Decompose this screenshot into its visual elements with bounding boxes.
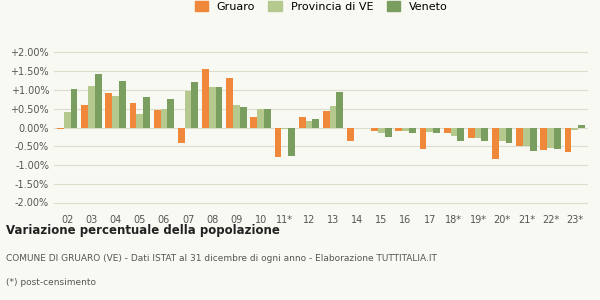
Bar bbox=[516, 128, 523, 146]
Bar bbox=[257, 109, 264, 128]
Bar bbox=[427, 128, 433, 132]
Bar bbox=[554, 128, 560, 149]
Bar bbox=[337, 92, 343, 128]
Bar bbox=[185, 91, 191, 128]
Bar bbox=[313, 119, 319, 128]
Bar bbox=[378, 128, 385, 133]
Bar bbox=[499, 128, 506, 141]
Bar bbox=[419, 128, 427, 149]
Bar bbox=[154, 110, 161, 128]
Bar bbox=[178, 128, 185, 143]
Text: Variazione percentuale della popolazione: Variazione percentuale della popolazione bbox=[6, 224, 280, 237]
Bar bbox=[167, 99, 174, 128]
Bar bbox=[565, 128, 571, 152]
Legend: Gruaro, Provincia di VE, Veneto: Gruaro, Provincia di VE, Veneto bbox=[194, 1, 448, 12]
Bar bbox=[305, 121, 313, 128]
Bar bbox=[112, 96, 119, 128]
Bar bbox=[209, 87, 215, 128]
Bar bbox=[329, 106, 337, 127]
Bar bbox=[57, 128, 64, 129]
Bar bbox=[571, 128, 578, 130]
Bar bbox=[202, 69, 209, 128]
Bar bbox=[409, 128, 416, 133]
Bar bbox=[492, 128, 499, 159]
Bar bbox=[451, 128, 457, 136]
Bar bbox=[385, 128, 392, 137]
Bar bbox=[233, 105, 240, 128]
Bar bbox=[95, 74, 101, 128]
Bar bbox=[191, 82, 198, 128]
Bar bbox=[130, 103, 136, 128]
Bar bbox=[347, 128, 354, 141]
Bar bbox=[578, 125, 585, 128]
Bar bbox=[106, 93, 112, 128]
Bar bbox=[547, 128, 554, 148]
Text: (*) post-censimento: (*) post-censimento bbox=[6, 278, 96, 287]
Bar bbox=[541, 128, 547, 150]
Bar bbox=[143, 97, 150, 128]
Bar bbox=[506, 128, 512, 142]
Bar bbox=[523, 128, 530, 146]
Bar bbox=[299, 117, 305, 128]
Bar bbox=[88, 86, 95, 128]
Bar bbox=[240, 106, 247, 128]
Bar bbox=[468, 128, 475, 138]
Bar bbox=[444, 128, 451, 133]
Bar bbox=[82, 105, 88, 128]
Bar bbox=[402, 128, 409, 131]
Bar bbox=[288, 128, 295, 156]
Bar bbox=[119, 81, 126, 128]
Text: COMUNE DI GRUARO (VE) - Dati ISTAT al 31 dicembre di ogni anno - Elaborazione TU: COMUNE DI GRUARO (VE) - Dati ISTAT al 31… bbox=[6, 254, 437, 263]
Bar bbox=[250, 117, 257, 128]
Bar bbox=[323, 111, 329, 128]
Bar bbox=[433, 128, 440, 133]
Bar bbox=[136, 114, 143, 128]
Bar bbox=[275, 128, 281, 157]
Bar bbox=[215, 87, 223, 128]
Bar bbox=[481, 128, 488, 141]
Bar bbox=[281, 128, 288, 129]
Bar bbox=[530, 128, 536, 151]
Bar bbox=[161, 109, 167, 128]
Bar bbox=[226, 78, 233, 128]
Bar bbox=[64, 112, 71, 127]
Bar bbox=[457, 128, 464, 141]
Bar bbox=[264, 109, 271, 128]
Bar bbox=[395, 128, 402, 130]
Bar bbox=[475, 128, 481, 138]
Bar bbox=[371, 128, 378, 131]
Bar bbox=[71, 89, 77, 128]
